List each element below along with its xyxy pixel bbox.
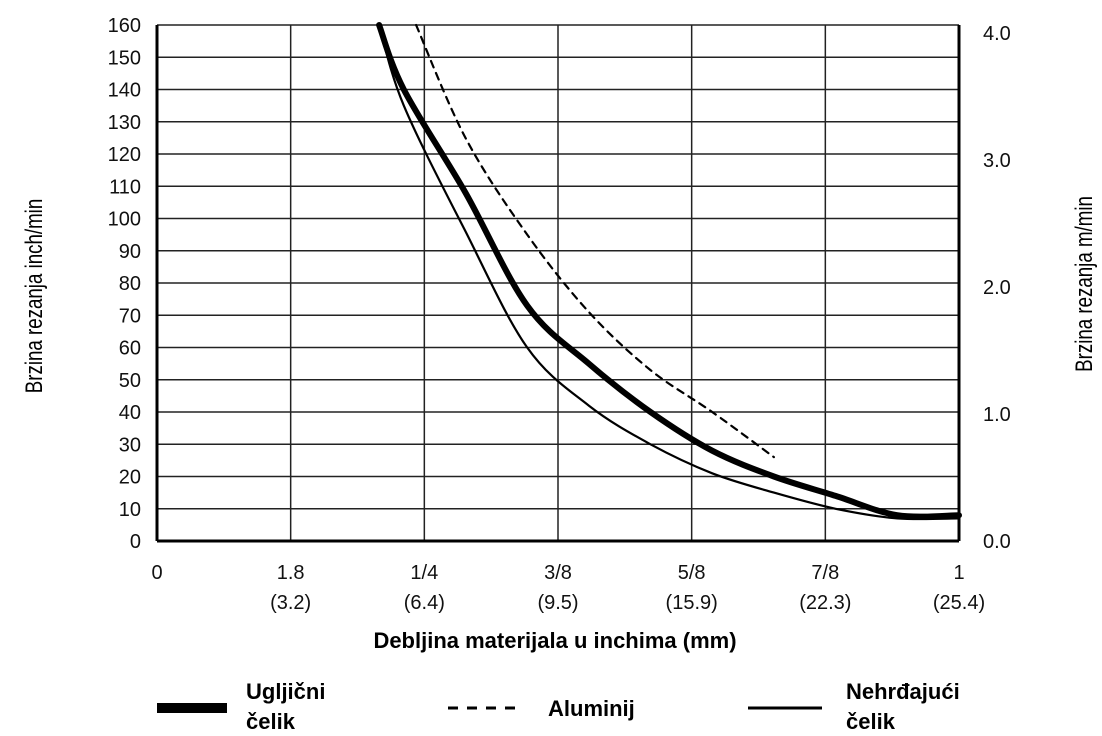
legend-item-ugljicni: Ugljični čelik — [157, 679, 325, 734]
grid — [156, 24, 960, 542]
axes — [155, 25, 961, 543]
y-right-tick-label: 4.0 — [983, 23, 1011, 45]
x-tick-sublabel: (25.4) — [933, 592, 985, 614]
x-tick-label: 5/8 — [678, 562, 706, 584]
legend-label-aluminij: Aluminij — [548, 696, 635, 721]
y-left-tick-label: 40 — [119, 402, 141, 424]
x-tick-label: 1/4 — [410, 562, 438, 584]
legend-label-nehrdajuci-line2: čelik — [846, 709, 896, 734]
x-tick-sublabel: (15.9) — [666, 592, 718, 614]
y-axis-right-ticks: 0.0 1.0 2.0 3.0 4.0 — [983, 23, 1011, 553]
x-tick-sublabel: (22.3) — [799, 592, 851, 614]
y-right-tick-label: 0.0 — [983, 531, 1011, 553]
x-tick-label: 0 — [151, 562, 162, 584]
y-left-tick-label: 80 — [119, 273, 141, 295]
legend-item-aluminij: Aluminij — [448, 696, 635, 721]
y-left-tick-label: 110 — [109, 176, 141, 198]
y-right-tick-label: 1.0 — [983, 404, 1011, 426]
legend-label-ugljicni-line1: Ugljični — [246, 679, 325, 704]
x-tick-label: 1 — [953, 562, 964, 584]
x-axis-ticks: 0 1.8 (3.2) 1/4 (6.4) 3/8 (9.5) 5/8 (15.9) 7/8 (22… — [151, 562, 985, 614]
y-right-tick-label: 2.0 — [983, 277, 1011, 299]
y-axis-left-ticks: 0 10 20 30 40 50 60 70 80 90 100 110 120 130 140 150 160 — [108, 15, 141, 553]
y-left-tick-label: 30 — [119, 434, 141, 456]
y-axis-right-label: Brzina rezanja m/min — [1071, 196, 1098, 372]
y-left-tick-label: 150 — [108, 47, 141, 69]
x-tick-sublabel: (3.2) — [270, 592, 311, 614]
x-tick-sublabel: (9.5) — [537, 592, 578, 614]
x-tick-label: 7/8 — [811, 562, 839, 584]
y-left-tick-label: 60 — [119, 338, 141, 360]
y-right-tick-label: 3.0 — [983, 150, 1011, 172]
y-left-tick-label: 100 — [108, 209, 141, 231]
y-left-tick-label: 0 — [130, 531, 141, 553]
y-left-tick-label: 90 — [119, 241, 141, 263]
legend-label-ugljicni-line2: čelik — [246, 709, 296, 734]
y-left-tick-label: 70 — [119, 305, 141, 327]
legend: Ugljični čelik Aluminij Nehrđajući čelik — [157, 679, 960, 734]
series-line-thick — [376, 22, 962, 520]
x-axis-label: Debljina materijala u inchima (mm) — [373, 628, 736, 653]
y-left-tick-label: 20 — [119, 467, 141, 489]
series-layer — [376, 22, 962, 521]
series-line-thin — [378, 23, 961, 521]
y-left-tick-label: 120 — [108, 144, 141, 166]
y-left-tick-label: 160 — [108, 15, 141, 37]
legend-item-nehrdajuci: Nehrđajući čelik — [748, 679, 960, 734]
x-tick-label: 3/8 — [544, 562, 572, 584]
y-left-tick-label: 140 — [108, 80, 141, 102]
y-left-tick-label: 10 — [119, 499, 141, 521]
y-left-tick-label: 130 — [108, 112, 141, 134]
legend-label-nehrdajuci-line1: Nehrđajući — [846, 679, 960, 704]
y-left-tick-label: 50 — [119, 370, 141, 392]
series-line-dashed — [415, 23, 775, 459]
y-axis-left-label: Brzina rezanja inch/min — [21, 199, 48, 394]
x-tick-sublabel: (6.4) — [404, 592, 445, 614]
x-tick-label: 1.8 — [277, 562, 305, 584]
